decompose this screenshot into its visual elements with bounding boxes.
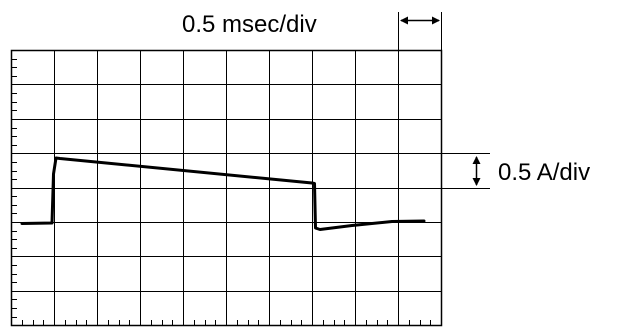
graticule-bottom-ticks bbox=[22, 320, 431, 326]
time-scale-label: 0.5 msec/div bbox=[182, 11, 317, 38]
time-scale-indicator: 0.5 msec/div bbox=[182, 11, 442, 50]
current-scale-label: 0.5 A/div bbox=[498, 159, 590, 186]
graticule-left-ticks bbox=[11, 59, 17, 318]
oscilloscope-graticule bbox=[10, 49, 443, 327]
double-headed-horizontal-arrow-icon bbox=[400, 16, 440, 25]
double-headed-vertical-arrow-icon bbox=[472, 156, 481, 186]
graticule-horizontal-lines bbox=[11, 84, 442, 292]
current-waveform-trace bbox=[20, 156, 426, 231]
current-scale-indicator: 0.5 A/div bbox=[442, 153, 590, 189]
